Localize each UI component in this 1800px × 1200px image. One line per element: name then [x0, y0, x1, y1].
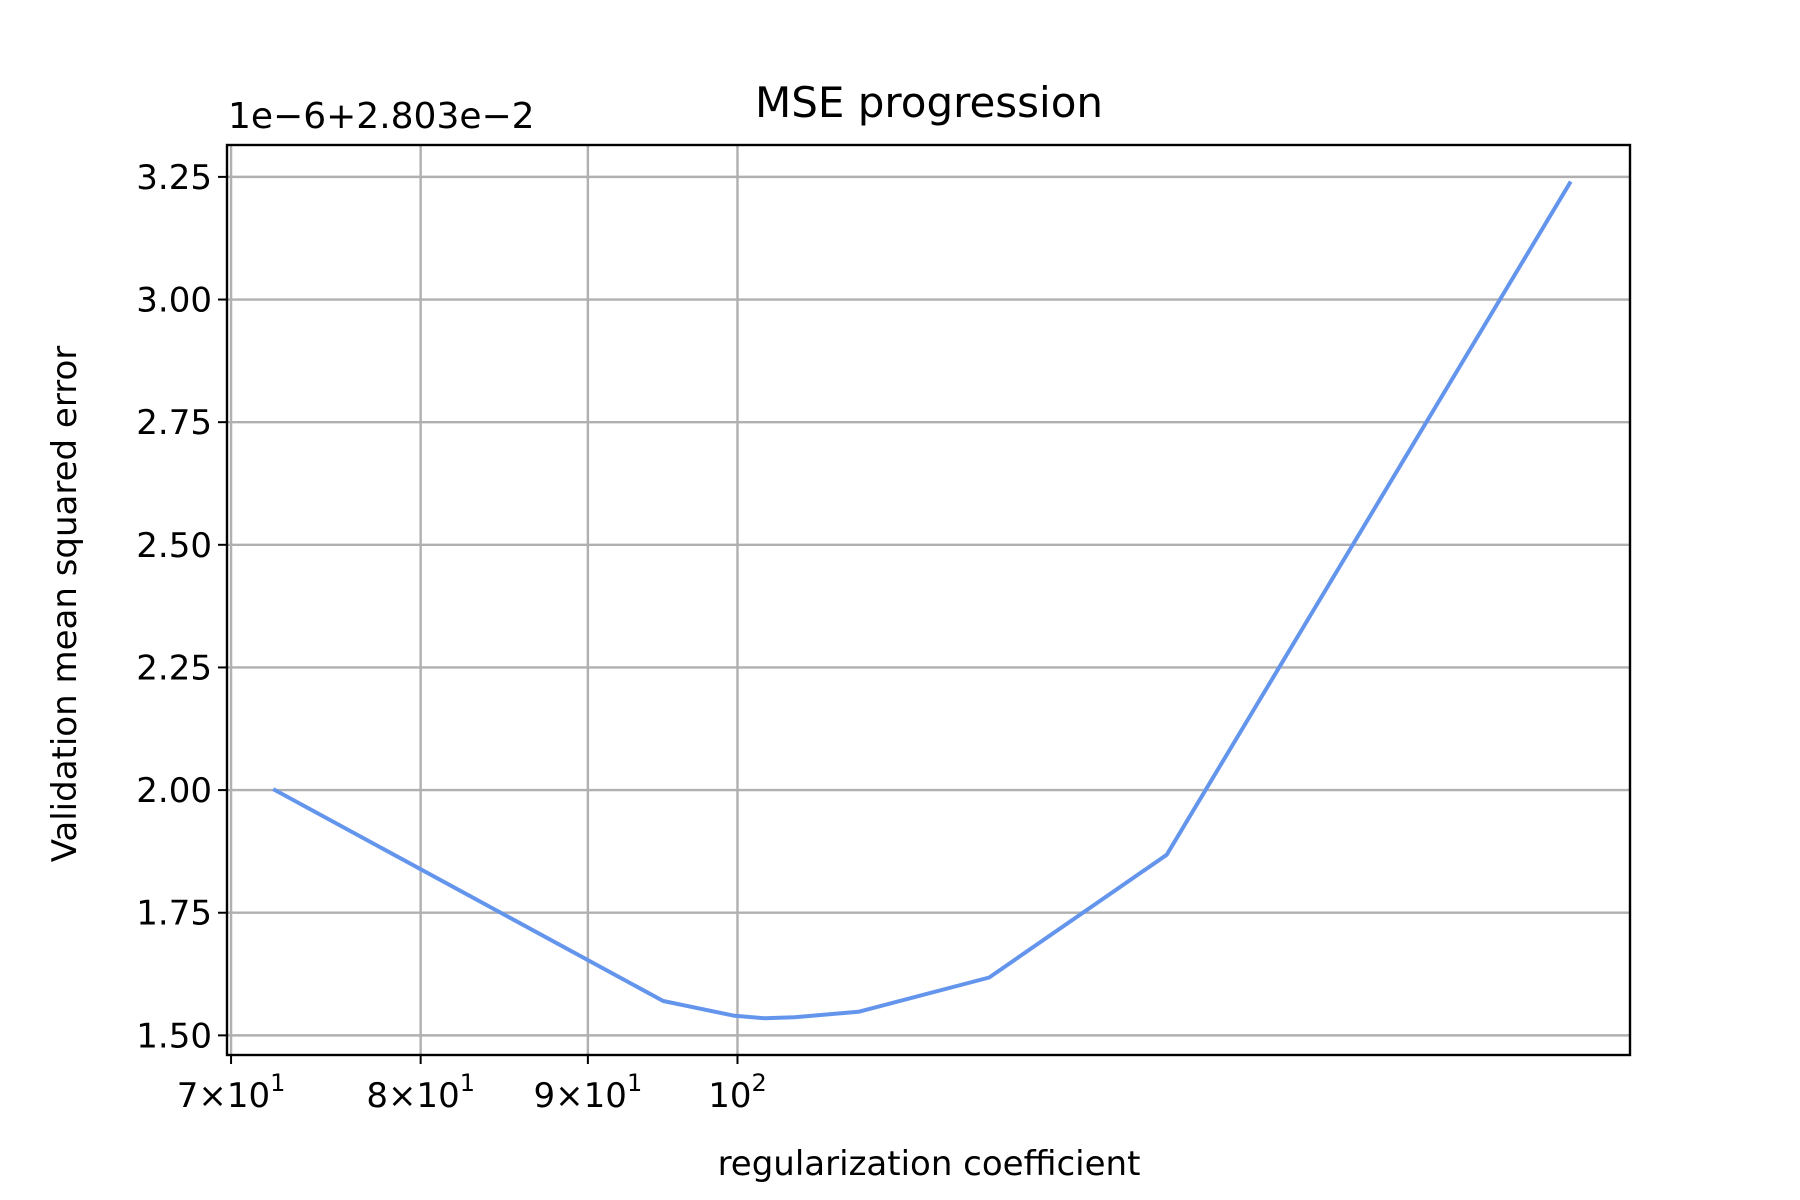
y-tick-label: 3.25: [136, 158, 212, 198]
x-tick-label-exponent: 1: [270, 1069, 285, 1097]
y-tick-label: 3.00: [136, 281, 212, 321]
grid-layer: [227, 145, 1630, 1055]
x-tick-label-exponent: 2: [751, 1069, 766, 1097]
y-tick-label: 1.50: [136, 1016, 212, 1056]
x-tick-label-base: 8×10: [366, 1076, 459, 1116]
y-tick-label: 2.50: [136, 526, 212, 566]
tick-layer: 1.501.752.002.252.502.753.003.257×101 8×1…: [136, 158, 766, 1116]
x-tick-label: 9×101: [534, 1069, 643, 1116]
y-tick-label: 2.25: [136, 648, 212, 688]
x-tick-label-exponent: 1: [627, 1069, 642, 1097]
y-axis-label: Validation mean squared error: [45, 346, 85, 862]
x-tick-label: 8×101: [366, 1069, 475, 1116]
y-tick-label: 2.75: [136, 403, 212, 443]
y-tick-label: 2.00: [136, 771, 212, 811]
plot-frame: [225, 143, 1632, 1057]
x-tick-label: 102: [708, 1069, 767, 1116]
line-layer: [272, 180, 1573, 1021]
x-tick-label-exponent: 1: [460, 1069, 475, 1097]
y-tick-label: 1.75: [136, 894, 212, 934]
y-offset-label: 1e−6+2.803e−2: [228, 96, 535, 137]
x-tick-label-base: 10: [708, 1076, 751, 1116]
x-axis-label: regularization coefficient: [718, 1144, 1141, 1184]
x-tick-label-base: 7×10: [177, 1076, 270, 1116]
x-tick-label: 7×101: [177, 1069, 286, 1116]
series-line: [272, 180, 1573, 1021]
x-tick-label-base: 9×10: [534, 1076, 627, 1116]
chart-title: MSE progression: [755, 78, 1103, 127]
